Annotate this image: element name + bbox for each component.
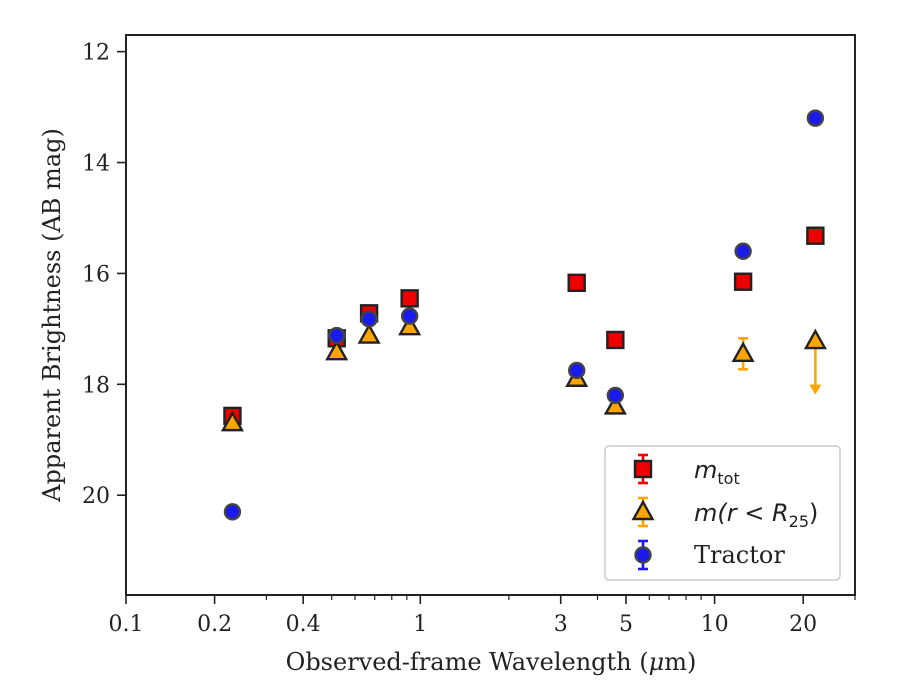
- data-point-mtot: [567, 273, 586, 293]
- data-point-mr25: [357, 323, 381, 344]
- y-tick-label: 18: [82, 373, 110, 398]
- data-point-tractor: [223, 503, 242, 521]
- x-tick-label: 1: [413, 612, 427, 637]
- y-tick-label: 12: [82, 41, 110, 66]
- x-tick-label: 20: [789, 612, 817, 637]
- legend-label-tractor: Tractor: [694, 541, 785, 569]
- legend: mtot m(r < R25) Tractor: [604, 445, 841, 581]
- data-point-tractor: [806, 109, 825, 127]
- data-point-mtot: [733, 272, 753, 291]
- legend-box: [604, 445, 841, 581]
- x-tick-label: 3: [554, 612, 568, 637]
- data-point-mr25: [603, 394, 627, 415]
- x-tick-label: 10: [701, 612, 729, 637]
- y-axis-label: Apparent Brightness (AB mag): [38, 128, 66, 503]
- y-tick-label: 14: [82, 152, 110, 177]
- data-point-mtot: [606, 330, 625, 350]
- x-tick-label: 0.2: [197, 612, 232, 637]
- plot-frame: [125, 34, 856, 596]
- data-point-tractor: [400, 307, 419, 325]
- x-tick-label: 0.1: [109, 612, 144, 637]
- legend-marker-tractor: [634, 546, 652, 564]
- series-mr25: [220, 314, 827, 432]
- data-point-tractor: [734, 242, 752, 260]
- x-axis-label: Observed-frame Wavelength (μm): [286, 648, 697, 676]
- data-point-mr25: [731, 341, 755, 363]
- data-point-tractor: [606, 386, 625, 405]
- data-point-mr25: [398, 314, 422, 336]
- y-tick-label: 20: [82, 484, 110, 509]
- data-point-mtot: [400, 289, 419, 308]
- chart-marks: [220, 109, 827, 521]
- data-point-tractor: [568, 361, 586, 380]
- series-tractor: [223, 109, 825, 521]
- data-point-tractor: [328, 326, 346, 345]
- upper-limit-arrow: [809, 384, 822, 395]
- series-mtot: [223, 226, 825, 426]
- legend-marker-mtot: [633, 459, 653, 479]
- y-tick-label: 16: [82, 262, 110, 287]
- data-point-tractor: [360, 310, 378, 328]
- x-axis-ticks: 0.1 0.2 0.4 1 3 5 10 20: [109, 595, 856, 637]
- data-point-mtot: [806, 226, 825, 245]
- legend-label-mr25: m(r < R25): [694, 499, 818, 531]
- x-tick-label: 0.4: [286, 612, 321, 637]
- legend-marker-mr25: [631, 499, 655, 521]
- y-axis-ticks: 12 14 16 18 20: [82, 41, 126, 509]
- legend-label-mtot: mtot: [694, 456, 740, 488]
- data-point-mr25: [325, 339, 349, 361]
- data-point-mr25: [803, 328, 827, 350]
- x-tick-label: 5: [619, 612, 633, 637]
- legend-markers: [631, 453, 655, 571]
- data-point-mr25: [220, 410, 244, 432]
